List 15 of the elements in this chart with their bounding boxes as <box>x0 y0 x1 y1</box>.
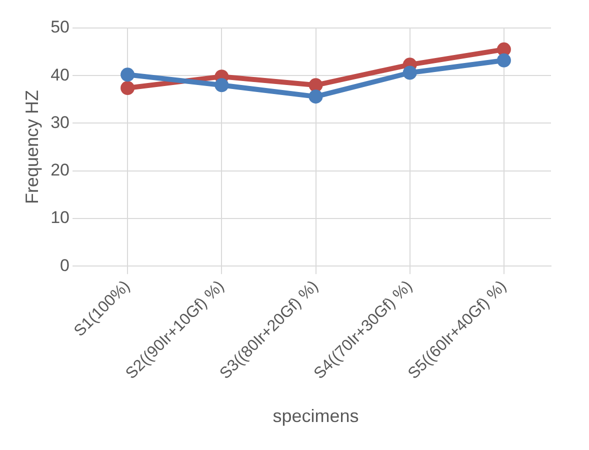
y-tick-label: 0 <box>60 256 70 275</box>
y-axis-title: Frequency HZ <box>22 90 42 204</box>
point <box>120 68 135 82</box>
point <box>308 78 323 92</box>
y-tick-label: 20 <box>50 160 70 180</box>
y-tick-label: 10 <box>50 208 70 228</box>
y-tick-label: 50 <box>50 18 70 37</box>
y-tick-label: 30 <box>50 112 70 132</box>
point <box>120 80 135 95</box>
x-axis-title: specimens <box>272 406 359 426</box>
point <box>402 66 417 80</box>
point <box>308 90 323 104</box>
y-tick-label: 40 <box>50 65 70 84</box>
point <box>496 53 511 68</box>
point <box>214 78 229 92</box>
